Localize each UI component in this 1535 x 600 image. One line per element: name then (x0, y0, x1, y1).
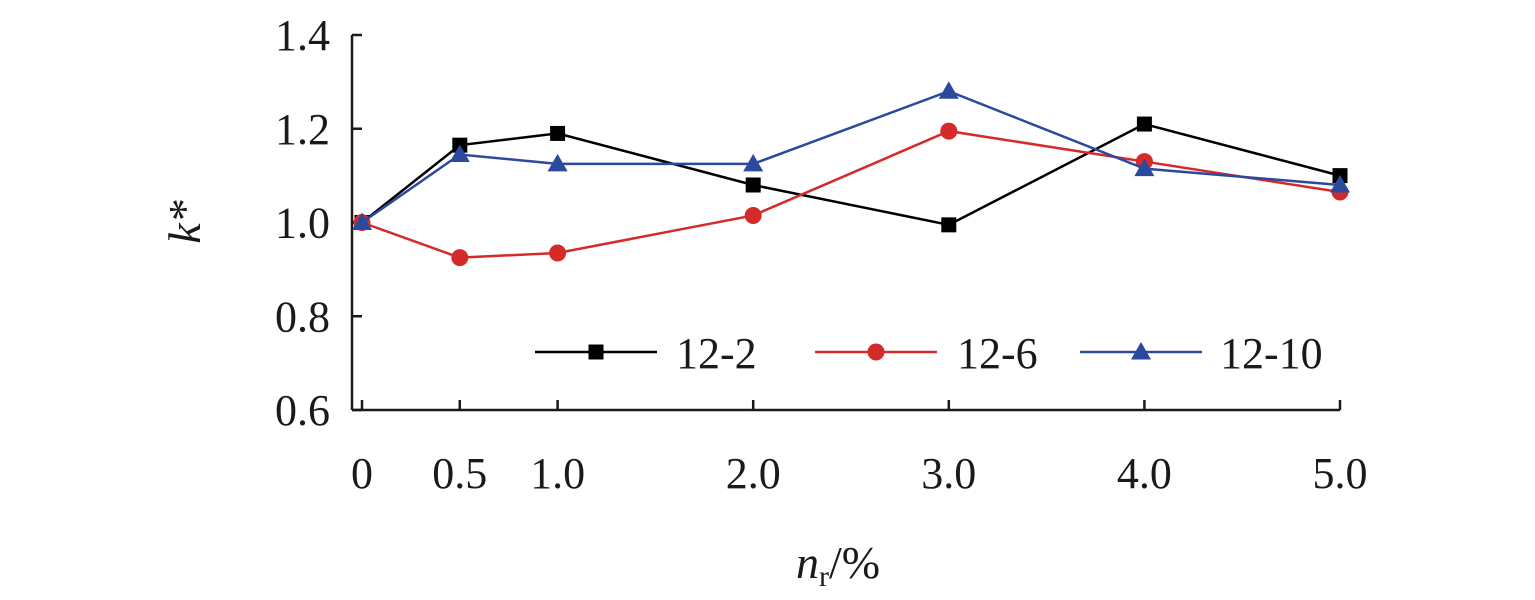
x-tick-label: 3.0 (921, 449, 976, 498)
series-12-6 (353, 122, 1349, 267)
legend-item-12-2: 12-2 (535, 329, 757, 378)
y-axis-title-text: k* (159, 200, 210, 243)
legend-item-12-6: 12-6 (815, 329, 1038, 378)
data-point (938, 81, 959, 99)
legend-marker (1131, 342, 1151, 360)
data-point (1330, 175, 1350, 193)
legend-label: 12-10 (1220, 329, 1323, 378)
x-axis-title-suffix: /% (829, 537, 880, 588)
x-tick-label: 0.5 (432, 449, 487, 498)
legend-item-12-10: 12-10 (1080, 329, 1323, 378)
data-point (547, 153, 568, 172)
data-point (743, 153, 764, 172)
legend: 12-2 12-6 12-10 (535, 329, 1323, 378)
x-axis-title-sub: r (819, 560, 829, 593)
y-tick-label: 1.4 (275, 11, 330, 60)
data-point (449, 144, 470, 163)
x-axis-title-main: n (796, 537, 819, 588)
x-tick-label: 4.0 (1117, 449, 1172, 498)
data-point (940, 122, 958, 140)
legend-label: 12-6 (957, 329, 1038, 378)
x-tick-label: 1.0 (530, 449, 585, 498)
data-point (451, 249, 469, 267)
data-point (745, 177, 761, 193)
series-12-10 (352, 81, 1350, 230)
x-axis-title: nr/% (796, 537, 880, 593)
y-tick-label: 0.6 (275, 386, 330, 435)
data-point (549, 244, 567, 262)
y-axis-title: k* (159, 200, 210, 243)
legend-marker (588, 344, 604, 360)
data-point (352, 212, 372, 230)
legend-label: 12-2 (676, 329, 757, 378)
data-point (550, 125, 566, 141)
series-line (361, 129, 1341, 259)
y-tick-label: 1.2 (275, 105, 330, 154)
y-tick-label: 0.8 (275, 292, 330, 341)
x-tick-label: 2.0 (726, 449, 781, 498)
data-point (1136, 116, 1152, 132)
x-tick-label: 0 (351, 449, 373, 498)
y-tick-label: 1.0 (275, 199, 330, 248)
axes: 0.6 0.8 1.0 1.2 1.4 0 0.5 1.0 2.0 3.0 4.0 5.0 (275, 11, 1368, 498)
data-point (744, 206, 762, 224)
legend-marker (867, 343, 885, 361)
x-tick-label: 5.0 (1313, 449, 1368, 498)
series-layer (352, 81, 1350, 267)
series-line (361, 89, 1341, 224)
data-point (1134, 158, 1155, 177)
data-point (941, 217, 957, 233)
